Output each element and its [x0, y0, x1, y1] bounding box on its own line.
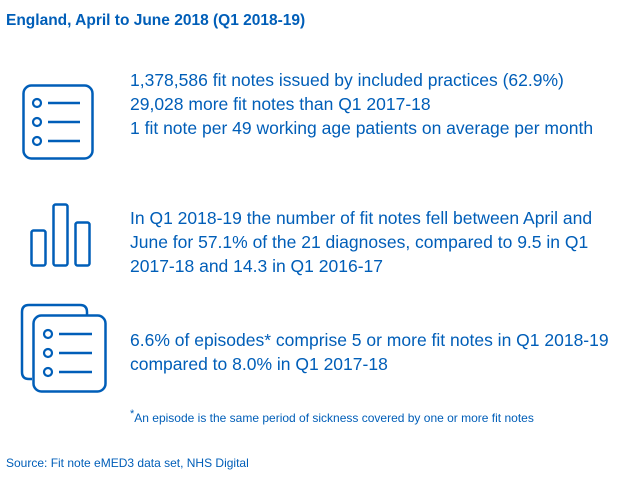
- summary-line-rate: 1 fit note per 49 working age patients o…: [130, 118, 594, 138]
- summary-line-increase: 29,028 more fit notes than Q1 2017-18: [130, 94, 431, 114]
- footnote-marker: *: [130, 408, 135, 420]
- episodes-statement: 6.6% of episodes* comprise 5 or more fit…: [130, 330, 609, 374]
- footnote: *An episode is the same period of sickne…: [130, 408, 534, 425]
- summary-line-issued: 1,378,586 fit notes issued by included p…: [130, 70, 564, 90]
- stacked-documents-icon: [20, 303, 107, 393]
- diagnoses-statement: In Q1 2018-19 the number of fit notes fe…: [130, 208, 593, 276]
- list-icon: [22, 84, 94, 160]
- fit-notes-summary: 1,378,586 fit notes issued by included p…: [130, 68, 612, 140]
- source-note: Source: Fit note eMED3 data set, NHS Dig…: [6, 456, 249, 470]
- page-title: England, April to June 2018 (Q1 2018-19): [6, 12, 306, 29]
- bar-chart-icon: [30, 203, 91, 267]
- footnote-text: An episode is the same period of sicknes…: [134, 411, 534, 425]
